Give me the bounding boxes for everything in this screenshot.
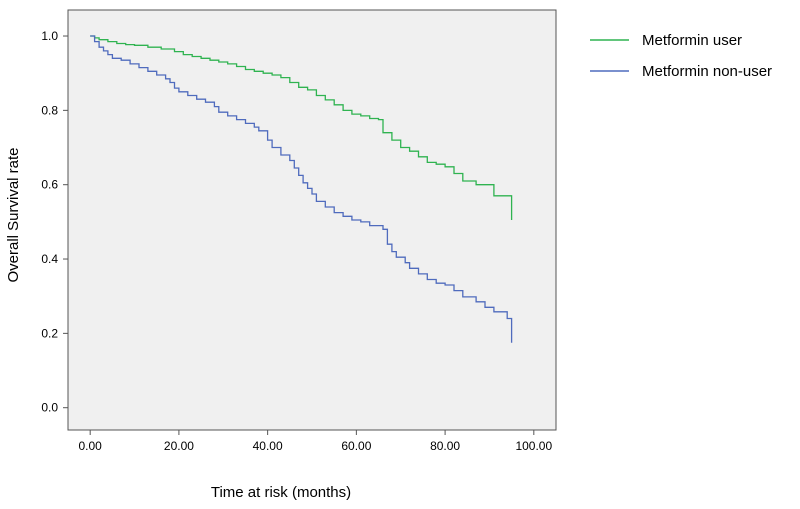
- x-tick-label: 20.00: [164, 439, 194, 453]
- series-line-0: [90, 35, 513, 220]
- y-tick-label: 0.0: [41, 401, 58, 415]
- x-tick-label: 80.00: [430, 439, 460, 453]
- legend: Metformin user Metformin non-user: [590, 32, 772, 80]
- y-tick-label: 0.6: [41, 178, 58, 192]
- y-axis: 0.0 0.2 0.4 0.6 0.8 1.0: [41, 29, 68, 415]
- legend-label-0: Metformin user: [642, 32, 742, 49]
- x-tick-label: 60.00: [341, 439, 371, 453]
- y-tick-label: 0.8: [41, 103, 58, 117]
- x-tick-label: 40.00: [253, 439, 283, 453]
- y-axis-title: Overall Survival rate: [5, 147, 22, 282]
- y-tick-label: 0.2: [41, 326, 58, 340]
- legend-label-1: Metformin non-user: [642, 63, 772, 80]
- x-axis: 0.00 20.00 40.00 60.00 80.00 100.00: [79, 430, 552, 453]
- x-tick-label: 0.00: [79, 439, 103, 453]
- x-tick-label: 100.00: [515, 439, 552, 453]
- y-tick-label: 0.4: [41, 252, 58, 266]
- plot-area: [67, 9, 557, 431]
- x-axis-title: Time at risk (months): [211, 484, 351, 501]
- series-lines: [90, 35, 513, 343]
- series-line-1: [90, 35, 513, 343]
- y-tick-label: 1.0: [41, 29, 58, 43]
